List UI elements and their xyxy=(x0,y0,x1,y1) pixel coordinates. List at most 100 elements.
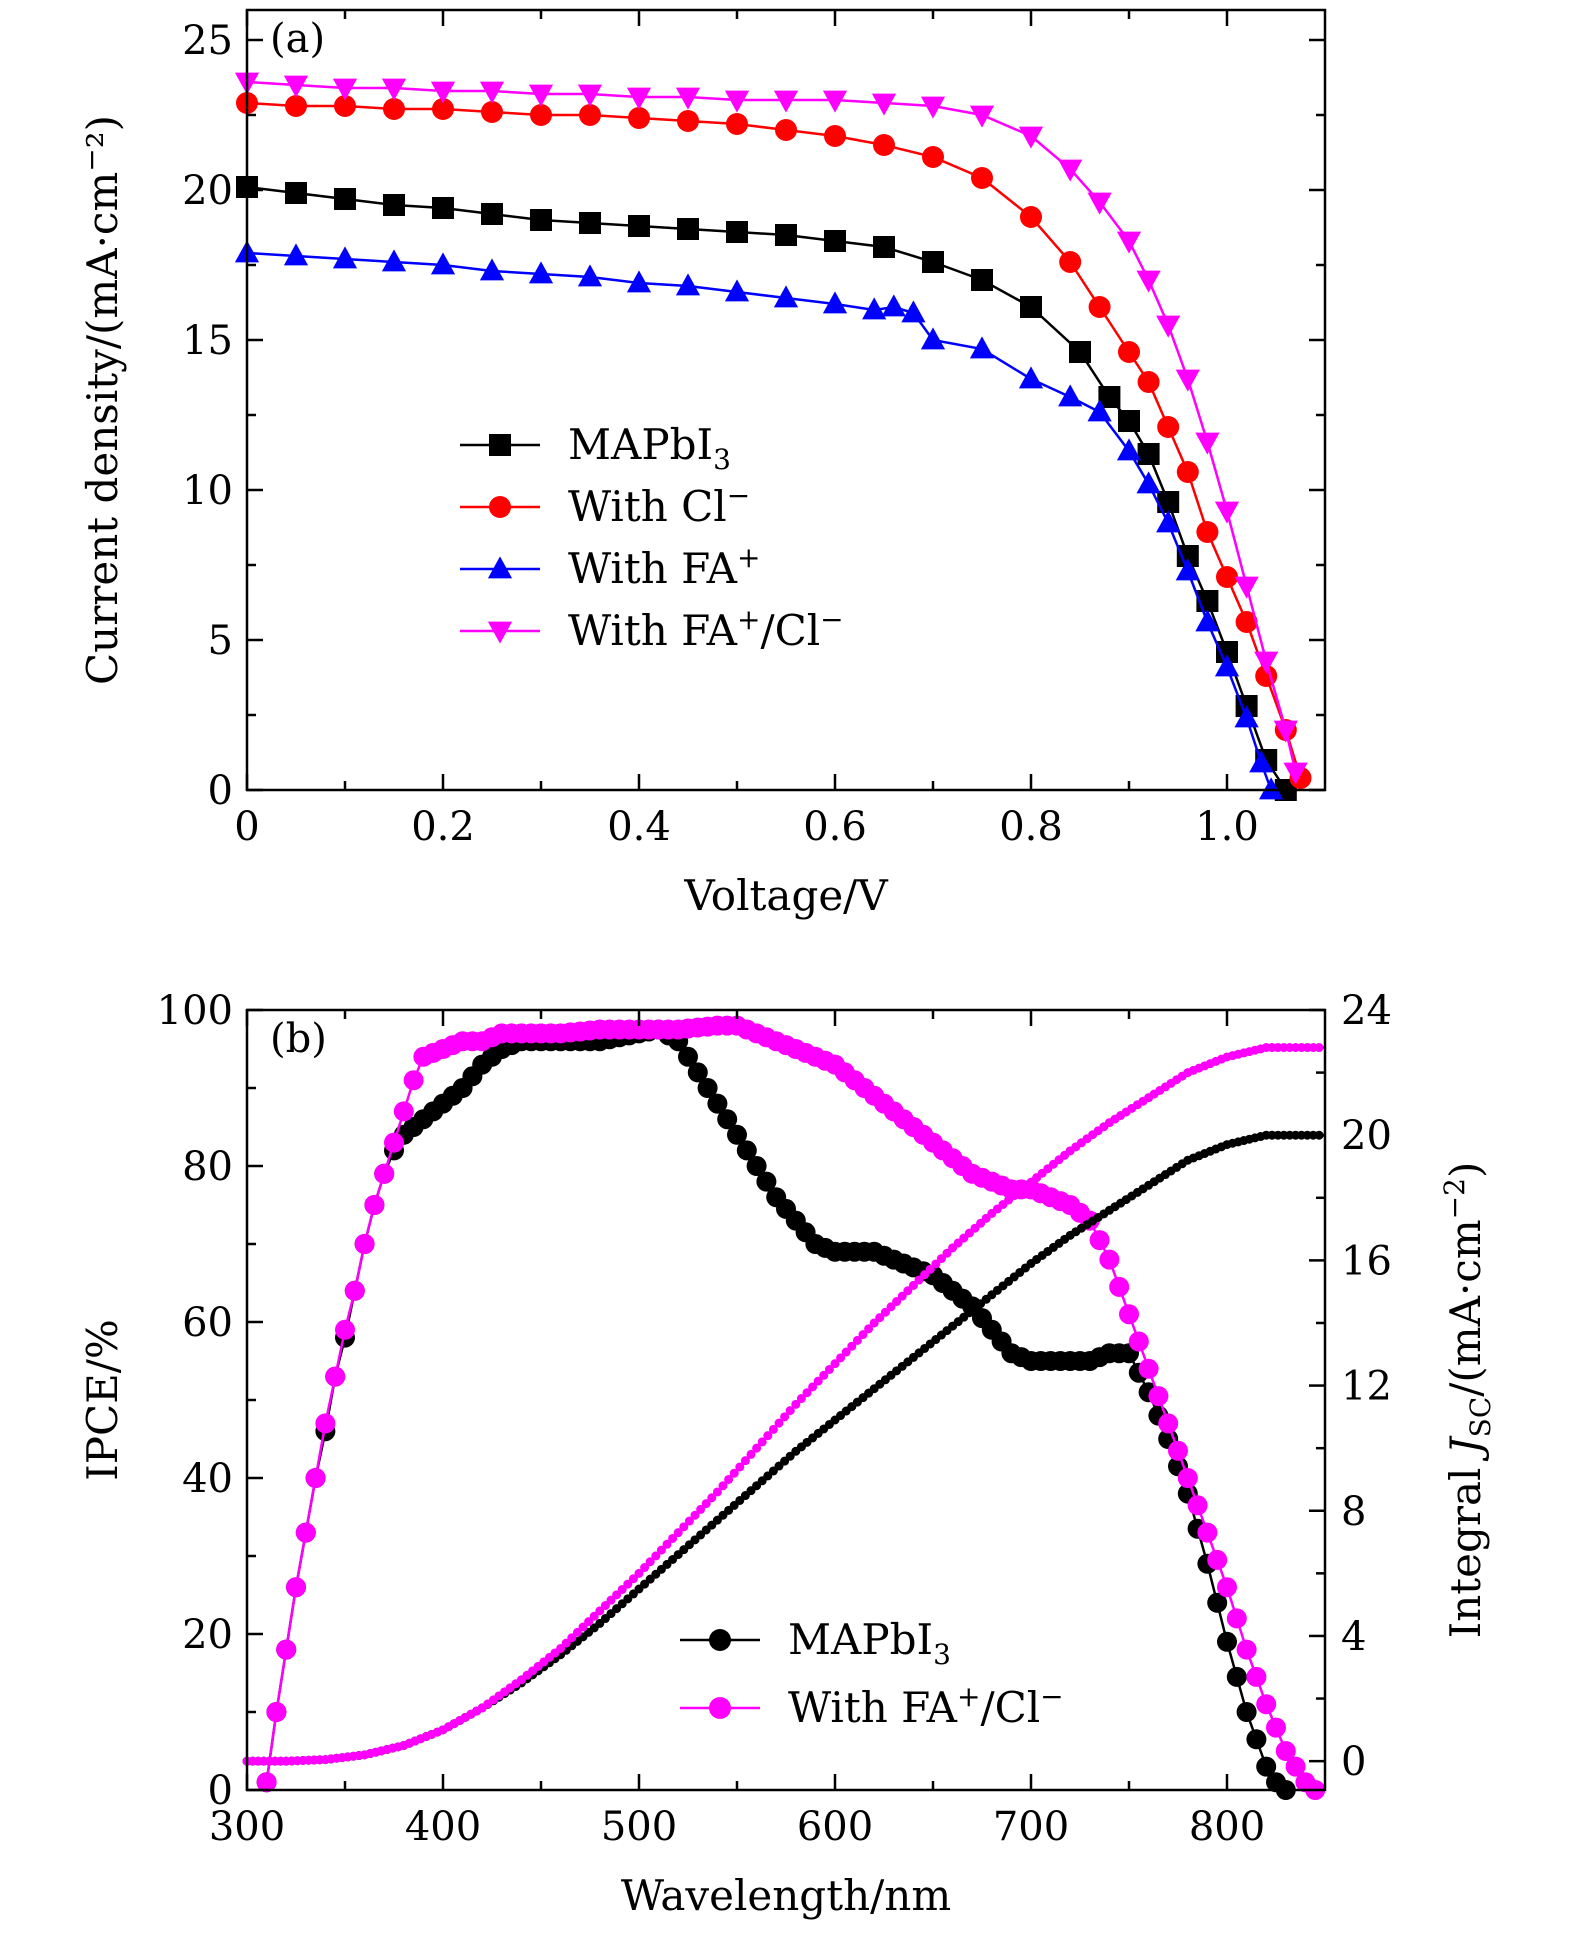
data-point xyxy=(824,1364,834,1374)
data-point xyxy=(802,1388,812,1398)
data-point xyxy=(1275,1741,1296,1761)
data-point xyxy=(577,84,603,107)
data-point xyxy=(1256,1694,1277,1715)
data-point xyxy=(773,90,799,113)
data-point xyxy=(1058,159,1083,182)
data-point xyxy=(729,1468,739,1478)
data-point xyxy=(1020,296,1042,318)
data-point xyxy=(432,98,454,120)
data-point xyxy=(1128,1331,1149,1352)
data-point xyxy=(675,273,701,296)
data-point xyxy=(286,1577,306,1598)
data-point xyxy=(852,1335,862,1345)
data-point xyxy=(334,188,356,210)
data-point xyxy=(746,1156,767,1176)
y2-tick-label: 12 xyxy=(1341,1364,1392,1410)
data-point xyxy=(756,1171,777,1192)
data-point xyxy=(612,1590,622,1600)
data-point xyxy=(768,1424,778,1434)
panel-a-legend: MAPbI3​With Cl−​ With FA+​ With FA+​/Cl−​ xyxy=(460,420,844,655)
data-point xyxy=(1116,438,1142,461)
x-tick-label: 600 xyxy=(797,1804,873,1850)
data-point xyxy=(1136,270,1161,293)
legend-label: MAPbI3​ xyxy=(788,1615,951,1671)
data-point xyxy=(1168,1440,1188,1461)
data-point xyxy=(1098,386,1121,408)
data-point xyxy=(1234,576,1259,599)
data-point xyxy=(969,336,995,359)
data-point xyxy=(584,1617,594,1627)
data-point xyxy=(528,84,554,107)
data-point xyxy=(727,1124,747,1145)
data-point xyxy=(684,1516,694,1526)
data-point xyxy=(724,90,750,113)
data-point xyxy=(325,1366,346,1387)
series-with-fa-cl xyxy=(234,72,1308,785)
data-point xyxy=(651,1551,661,1561)
legend-label: With FA+​ xyxy=(568,541,760,593)
data-point xyxy=(606,1595,616,1605)
data-point xyxy=(344,1280,365,1301)
data-point xyxy=(384,1132,404,1153)
series-mapbi xyxy=(236,176,1297,801)
data-point xyxy=(1314,1043,1324,1053)
data-point xyxy=(841,1347,851,1357)
x-tick-label: 0 xyxy=(234,804,259,850)
data-point xyxy=(1099,1249,1120,1270)
data-point xyxy=(1226,1666,1247,1687)
legend-label: With FA+​/Cl−​ xyxy=(568,603,844,655)
data-point xyxy=(1207,1592,1228,1613)
panel-b-chart: 300 400 500 600 700 800 0 20 40 60 80 100 0 4 8 12 16 20 2… xyxy=(78,988,1497,1920)
data-point xyxy=(626,270,652,293)
data-point xyxy=(718,1481,728,1491)
data-point xyxy=(822,90,848,113)
legend-label: With Cl−​ xyxy=(568,479,750,531)
data-point xyxy=(561,1638,571,1648)
data-point xyxy=(1020,206,1042,228)
x-tick-label: 400 xyxy=(405,1804,481,1850)
data-point xyxy=(678,1046,698,1067)
data-point xyxy=(824,125,846,147)
data-point xyxy=(1249,750,1274,773)
data-point xyxy=(1138,1358,1159,1379)
data-point xyxy=(600,1601,610,1611)
data-point xyxy=(869,1318,879,1328)
data-point xyxy=(1157,491,1180,513)
data-point xyxy=(623,1579,633,1589)
data-point xyxy=(690,1510,700,1520)
data-point xyxy=(773,285,799,308)
data-point xyxy=(656,1545,666,1555)
data-point xyxy=(1156,315,1181,338)
data-point xyxy=(256,1772,277,1793)
data-point xyxy=(595,1606,605,1616)
series-mapbi-integral xyxy=(242,1130,1325,1766)
data-point xyxy=(724,279,750,302)
data-point xyxy=(1266,1717,1286,1738)
data-point xyxy=(1137,371,1160,393)
data-point xyxy=(479,81,505,104)
y-tick-label: 10 xyxy=(182,468,233,514)
data-point xyxy=(873,236,895,258)
panel-a-y-axis-title: Current density/(mA·cm−​²) xyxy=(75,115,127,685)
legend-item-with-cl: With Cl−​ xyxy=(460,479,750,531)
data-point xyxy=(530,209,552,231)
data-point xyxy=(752,1443,762,1453)
data-point xyxy=(1176,545,1199,567)
legend-marker xyxy=(709,1629,731,1651)
data-point xyxy=(892,1297,902,1307)
x-tick-label: 1.0 xyxy=(1195,804,1259,850)
y2-tick-label: 20 xyxy=(1341,1113,1392,1159)
data-point xyxy=(283,75,309,98)
data-point xyxy=(1214,654,1240,677)
data-point xyxy=(1175,558,1200,581)
legend-item-mapbi: MAPbI3​ xyxy=(680,1615,951,1671)
data-point xyxy=(266,1702,287,1722)
legend-marker xyxy=(487,556,513,579)
data-point xyxy=(1069,341,1091,363)
data-point xyxy=(936,1254,946,1264)
data-point xyxy=(971,167,993,189)
data-point xyxy=(383,194,405,216)
data-point xyxy=(901,300,926,323)
data-point xyxy=(381,78,407,101)
